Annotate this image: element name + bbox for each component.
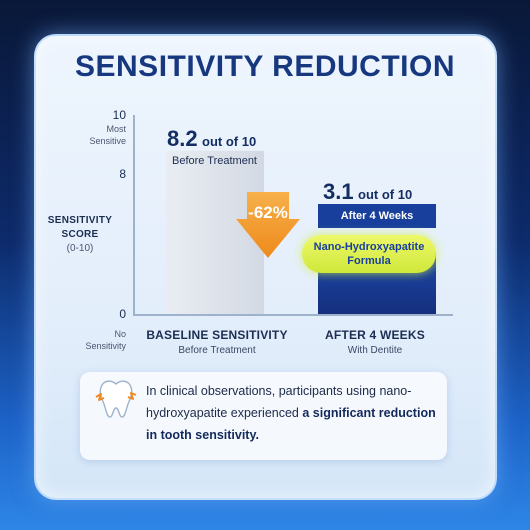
y-tick-0-note: No Sensitivity: [64, 328, 126, 352]
formula-badge: Nano-Hydroxyapatite Formula: [302, 235, 436, 273]
y-axis-label-line1: SENSITIVITY: [47, 215, 113, 226]
down-arrow-icon: [236, 192, 300, 258]
category-baseline: BASELINE SENSITIVITY: [146, 328, 288, 342]
before-value-suffix: out of 10: [202, 134, 257, 149]
y-axis-label: SENSITIVITY SCORE (0-10): [46, 214, 114, 256]
y-tick-0-note-line2: Sensitivity: [85, 341, 126, 351]
formula-badge-line2: Formula: [347, 255, 391, 267]
before-value-number: 8.2: [167, 126, 198, 151]
after-value: 3.1 out of 10: [323, 179, 412, 205]
y-tick-10-note-line1: Most: [106, 124, 126, 134]
y-tick-10-note: Most Sensitive: [70, 123, 126, 147]
after-bar-label: After 4 Weeks: [318, 204, 436, 228]
y-axis-line: [133, 115, 135, 315]
tooth-icon: [95, 380, 137, 418]
y-tick-10-note-line2: Sensitive: [89, 136, 126, 146]
y-tick-0-note-line1: No: [114, 329, 126, 339]
change-percent: -62%: [248, 203, 288, 222]
category-after-sub: With Dentite: [347, 345, 403, 356]
y-axis-label-line3: (0-10): [66, 243, 94, 254]
clinical-note-bold: a significant reduction in tooth sensiti…: [146, 406, 436, 442]
category-after: AFTER 4 WEEKS: [325, 328, 425, 342]
y-tick-10: 10: [112, 108, 126, 122]
clinical-note-box: [80, 372, 447, 460]
category-baseline-sub: Before Treatment: [178, 345, 256, 356]
before-value: 8.2 out of 10: [167, 126, 256, 152]
after-value-suffix: out of 10: [358, 187, 413, 202]
y-tick-0: 0: [119, 307, 126, 321]
x-axis-line: [133, 314, 453, 316]
after-value-number: 3.1: [323, 179, 354, 204]
y-axis-label-line2: SCORE: [61, 229, 99, 240]
formula-badge-line1: Nano-Hydroxyapatite: [313, 241, 425, 253]
chart-title: SENSITIVITY REDUCTION: [75, 50, 455, 83]
clinical-note-text: In clinical observations, participants u…: [146, 380, 446, 446]
y-tick-8: 8: [119, 167, 126, 181]
clinical-note-plain: In clinical observations, participants u…: [146, 384, 412, 420]
before-bar-label: Before Treatment: [172, 155, 257, 167]
